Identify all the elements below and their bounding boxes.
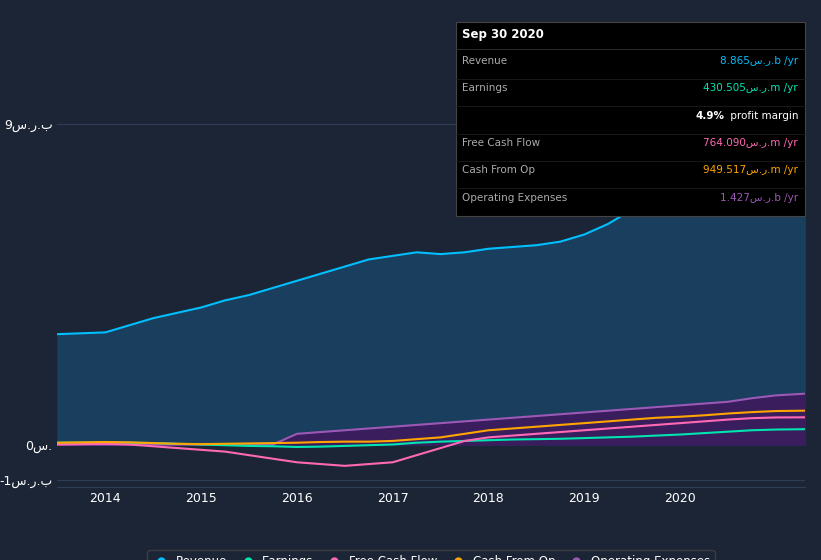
Text: Free Cash Flow: Free Cash Flow [462, 138, 540, 148]
Text: Sep 30 2020: Sep 30 2020 [462, 28, 544, 41]
Text: 764.090س.ر.m /yr: 764.090س.ر.m /yr [704, 138, 798, 148]
Text: 1.427س.ر.b /yr: 1.427س.ر.b /yr [720, 193, 798, 203]
Text: Revenue: Revenue [462, 56, 507, 66]
Text: 8.865س.ر.b /yr: 8.865س.ر.b /yr [720, 56, 798, 66]
Text: Operating Expenses: Operating Expenses [462, 193, 567, 203]
Text: 4.9%: 4.9% [695, 111, 724, 121]
Text: 430.505س.ر.m /yr: 430.505س.ر.m /yr [704, 83, 798, 94]
Text: profit margin: profit margin [727, 111, 798, 121]
Text: Cash From Op: Cash From Op [462, 165, 535, 175]
Text: Earnings: Earnings [462, 83, 507, 94]
Text: 949.517س.ر.m /yr: 949.517س.ر.m /yr [703, 165, 798, 175]
Legend: Revenue, Earnings, Free Cash Flow, Cash From Op, Operating Expenses: Revenue, Earnings, Free Cash Flow, Cash … [147, 550, 715, 560]
